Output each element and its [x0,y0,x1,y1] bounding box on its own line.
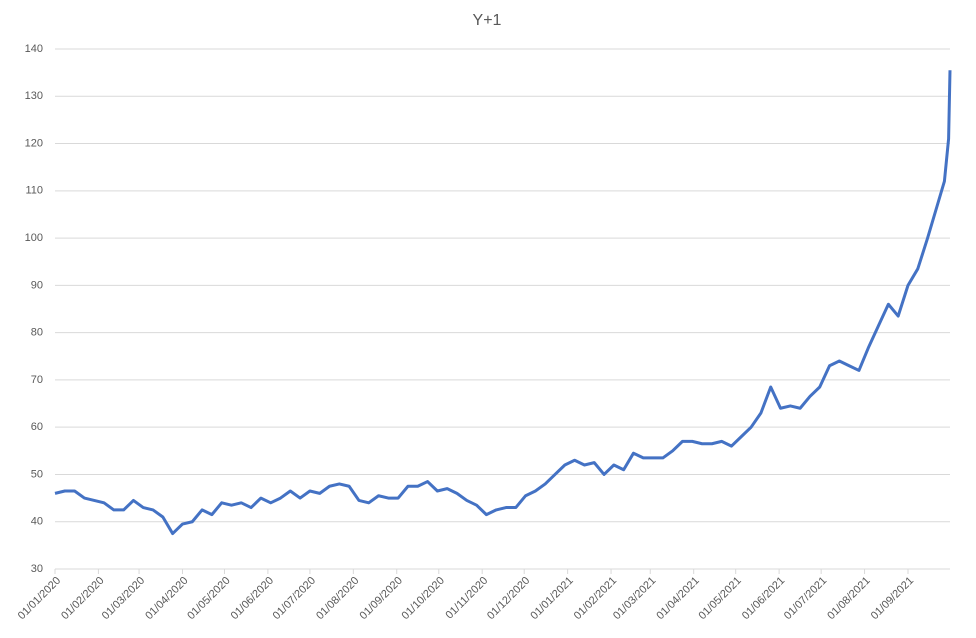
x-tick-label: 01/08/2021 [825,575,872,622]
y-tick-label: 50 [31,468,43,480]
x-tick-label: 01/01/2021 [528,575,575,622]
y-tick-label: 60 [31,421,43,433]
x-tick-label: 01/03/2021 [611,575,658,622]
x-tick-label: 01/03/2020 [100,575,147,622]
data-line [54,70,952,536]
x-tick-label: 01/05/2021 [696,575,743,622]
x-tick-label: 01/12/2020 [485,575,532,622]
x-tick-label: 01/07/2021 [782,575,829,622]
x-tick-label: 01/02/2020 [59,575,106,622]
x-tick-label: 01/04/2020 [143,575,190,622]
y-tick-label: 110 [25,185,43,197]
x-tick-label: 01/07/2020 [271,575,318,622]
x-tick-label: 01/09/2020 [358,575,405,622]
y-tick-label: 40 [31,516,43,528]
x-tick-label: 01/08/2020 [314,575,361,622]
y-tick-label: 30 [31,563,43,575]
x-tick-label: 01/04/2021 [654,575,701,622]
x-tick-label: 01/01/2020 [16,575,63,622]
x-tick-label: 01/06/2020 [229,575,276,622]
y-tick-label: 140 [25,43,43,55]
x-tick-label: 01/10/2020 [400,575,447,622]
y-tick-label: 120 [25,137,43,149]
y-tick-label: 80 [31,327,43,339]
x-tick-label: 01/05/2020 [185,575,232,622]
x-tick-label: 01/06/2021 [740,575,787,622]
chart-title: Y+1 [473,12,502,29]
y-tick-label: 100 [25,232,43,244]
y-tick-label: 130 [25,90,43,102]
x-tick-label: 01/09/2021 [869,575,916,622]
x-tick-label: 01/11/2020 [444,575,491,622]
y-tick-label: 70 [31,374,43,386]
y-tick-label: 90 [31,279,43,291]
